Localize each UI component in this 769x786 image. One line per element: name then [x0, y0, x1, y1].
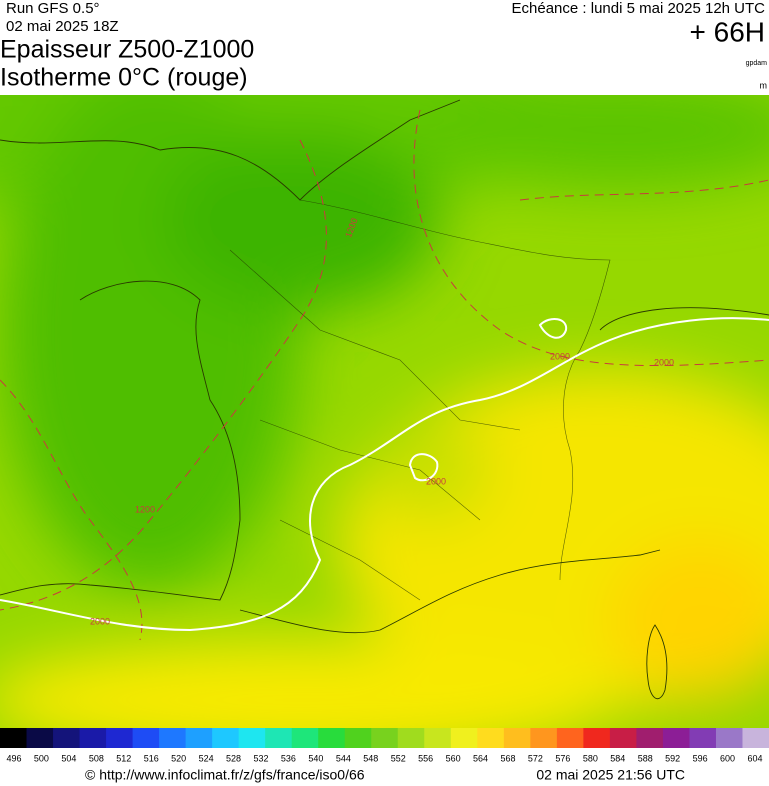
colorbar-label: 588	[638, 753, 653, 763]
colorbar-label: 544	[336, 753, 351, 763]
colorbar-cell	[132, 728, 160, 748]
colorbar-label: 604	[747, 753, 762, 763]
colorbar-label: 516	[144, 753, 159, 763]
source-url: © http://www.infoclimat.fr/z/gfs/france/…	[85, 767, 365, 783]
colorbar-cell	[477, 728, 505, 748]
colorbar-label: 512	[116, 753, 131, 763]
colorbar-cell	[212, 728, 240, 748]
colorbar-cell	[106, 728, 134, 748]
colorbar-label: 584	[610, 753, 625, 763]
colorbar-label: 496	[6, 753, 21, 763]
contour-label: 2000	[654, 357, 674, 367]
thickness-field	[0, 95, 769, 728]
colorbar-cell	[397, 728, 425, 748]
colorbar-cell	[291, 728, 319, 748]
colorbar-cell	[238, 728, 266, 748]
colorbar-label: 564	[473, 753, 488, 763]
timestamp: 02 mai 2025 21:56 UTC	[536, 767, 685, 783]
colorbar-label: 504	[61, 753, 76, 763]
colorbar-cell	[185, 728, 213, 748]
contour-label: 2000	[426, 476, 446, 486]
colorbar-cell	[609, 728, 637, 748]
colorbar-cell	[503, 728, 531, 748]
colorbar: 496 500 504 508 512 516 520 524 528 532 536 540 544 5…	[0, 728, 769, 763]
colorbar-cell	[318, 728, 346, 748]
colorbar-cell	[424, 728, 452, 748]
run-date: 02 mai 2025 18Z	[6, 18, 119, 35]
borders	[229, 199, 611, 601]
colorbar-label: 568	[500, 753, 515, 763]
colorbar-label: 560	[446, 753, 461, 763]
colorbar-cell	[344, 728, 372, 748]
echeance: Echéance : lundi 5 mai 2025 12h UTC	[512, 0, 766, 17]
colorbar-cell	[450, 728, 478, 748]
colorbar-label: 576	[555, 753, 570, 763]
colorbar-label: 528	[226, 753, 241, 763]
colorbar-label: 508	[89, 753, 104, 763]
colorbar-cell	[715, 728, 743, 748]
colorbar-label: 592	[665, 753, 680, 763]
colorbar-cell	[371, 728, 399, 748]
contour-label: 2000	[90, 616, 110, 626]
freezing-isotherm	[0, 317, 769, 632]
contour-label: 1200	[135, 504, 155, 514]
colorbar-label: 536	[281, 753, 296, 763]
colorbar-label: 600	[720, 753, 735, 763]
colorbar-label: 520	[171, 753, 186, 763]
colorbar-cell	[265, 728, 293, 748]
colorbar-cell	[742, 728, 769, 748]
colorbar-label: 500	[34, 753, 49, 763]
run-label: Run GFS 0.5°	[6, 0, 100, 17]
colorbar-label: 540	[308, 753, 323, 763]
colorbar-label: 596	[693, 753, 708, 763]
colorbar-label: 580	[583, 753, 598, 763]
title-line2: Isotherme 0°C (rouge)	[0, 64, 248, 92]
unit-thickness: gpdam	[746, 60, 768, 67]
colorbar-cell	[662, 728, 690, 748]
colorbar-cell	[556, 728, 584, 748]
colorbar-cell	[159, 728, 187, 748]
title-line1: Epaisseur Z500-Z1000	[0, 36, 254, 64]
colorbar-cell	[689, 728, 717, 748]
colorbar-cell	[0, 728, 28, 748]
colorbar-cell	[53, 728, 81, 748]
colorbar-cell	[636, 728, 664, 748]
colorbar-label: 524	[199, 753, 214, 763]
colorbar-label: 548	[363, 753, 378, 763]
colorbar-cell	[79, 728, 107, 748]
colorbar-label: 552	[391, 753, 406, 763]
unit-isotherm: m	[760, 80, 768, 90]
lead-time: + 66H	[690, 16, 766, 47]
coastlines	[0, 99, 769, 700]
colorbar-cell	[530, 728, 558, 748]
colorbar-label: 556	[418, 753, 433, 763]
isotherm-contours	[0, 109, 769, 641]
colorbar-cell	[26, 728, 54, 748]
colorbar-cell	[583, 728, 611, 748]
colorbar-label: 532	[253, 753, 268, 763]
colorbar-label: 572	[528, 753, 543, 763]
contour-label: 2000	[550, 351, 570, 361]
